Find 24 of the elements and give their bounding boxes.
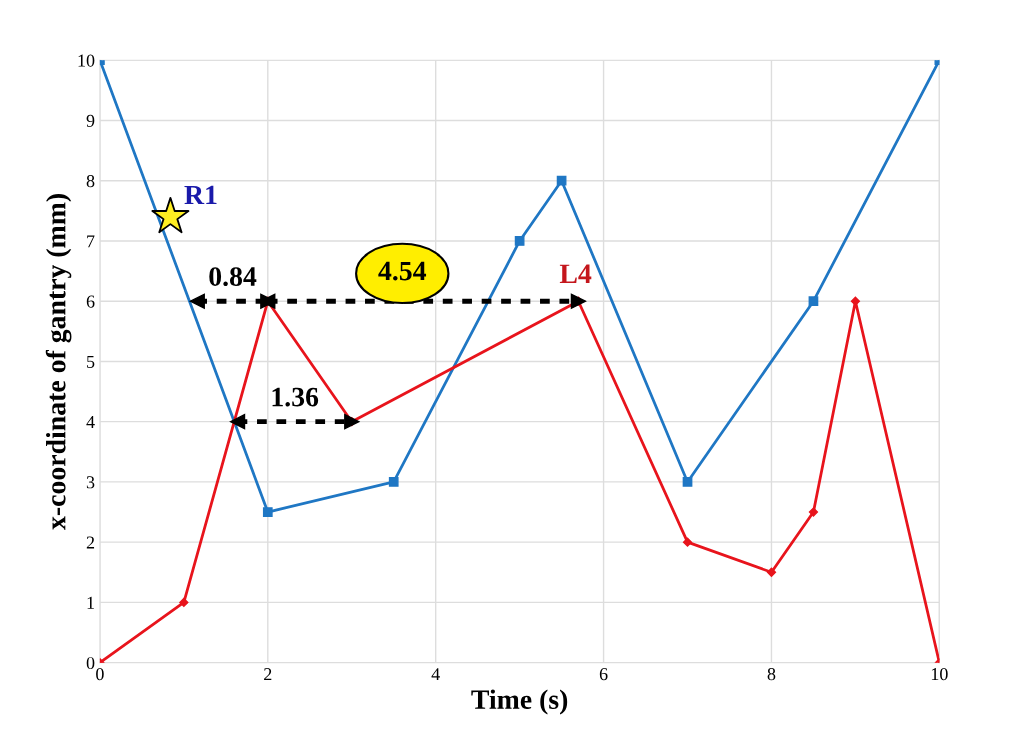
y-tick-label: 0 [86, 656, 95, 670]
x-tick-label: 8 [767, 668, 776, 681]
y-tick-label: 9 [86, 114, 95, 127]
y-axis-title: x-coordinate of gantry (mm) [45, 194, 72, 530]
y-tick-label: 7 [87, 235, 95, 248]
y-tick-label: 4 [86, 416, 95, 428]
x-tick-label: 0 [96, 668, 104, 681]
y-tick-label: 1 [87, 596, 94, 609]
x-tick-label: 10 [931, 668, 948, 681]
y-tick-label: 6 [86, 295, 95, 308]
x-tick-label: 2 [264, 668, 272, 681]
annotation: 1.36 [272, 387, 319, 407]
y-tick-label: 10 [78, 54, 95, 67]
y-tick-label: 3 [86, 476, 95, 489]
x-tick-label: 6 [599, 668, 608, 681]
x-tick-label: 4 [431, 668, 440, 681]
y-tick-label: 8 [86, 174, 95, 188]
y-tick-label: 2 [86, 536, 95, 549]
annotation: 0.84 [209, 267, 257, 287]
x-axis-title: Time (s) [471, 689, 568, 715]
annotation: R1 [184, 185, 217, 205]
annotation: 4.54 [378, 261, 427, 281]
y-tick-label: 5 [87, 355, 95, 368]
annotation: L4 [559, 264, 592, 283]
